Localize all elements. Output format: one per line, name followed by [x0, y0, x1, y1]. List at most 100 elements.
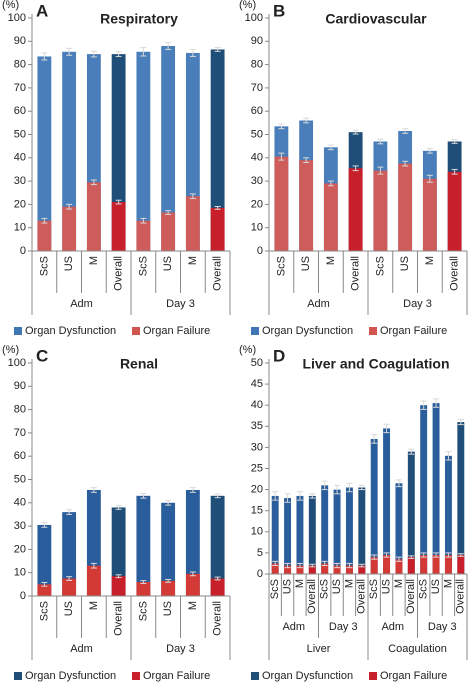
- error-bar: [41, 52, 48, 61]
- legend-swatch: [14, 672, 22, 680]
- x-tick-label: US: [281, 579, 293, 594]
- bar: [348, 168, 363, 251]
- error-bar: [309, 563, 316, 568]
- error-bar: [451, 139, 458, 144]
- error-bar: [377, 138, 384, 145]
- error-bar: [395, 479, 402, 488]
- error-bar: [90, 562, 97, 569]
- y-tick-label: 15: [251, 505, 263, 517]
- legend-swatch: [132, 327, 140, 335]
- error-bar: [115, 574, 122, 579]
- error-bar: [402, 128, 409, 134]
- error-bar: [402, 160, 409, 167]
- bar: [136, 495, 151, 596]
- error-bar: [90, 50, 97, 58]
- bar: [432, 555, 440, 574]
- x-tick-label: ScS: [275, 256, 287, 276]
- bar: [284, 498, 292, 574]
- error-bar: [433, 398, 440, 408]
- legend-swatch: [251, 672, 259, 680]
- bar: [161, 45, 176, 252]
- y-tick-label: 50: [14, 128, 26, 140]
- x-tick-label: Overall: [455, 579, 467, 614]
- x-tick-label: Overall: [306, 579, 318, 614]
- y-tick-label: 40: [14, 152, 26, 164]
- y-tick-label: 80: [251, 59, 263, 71]
- x-tick-label: ScS: [269, 579, 281, 599]
- error-bar: [278, 123, 285, 130]
- bar: [274, 156, 289, 251]
- group-label: Coagulation: [388, 643, 447, 655]
- x-tick-label: Overall: [405, 579, 417, 614]
- group-label: Adm: [70, 298, 93, 310]
- x-tick-label: M: [424, 256, 436, 265]
- y-tick-label: 20: [14, 198, 26, 210]
- bar: [370, 438, 378, 574]
- y-tick-label: 60: [14, 105, 26, 117]
- group-label: Adm: [307, 298, 330, 310]
- x-tick-label: ScS: [38, 601, 50, 621]
- error-bar: [426, 147, 433, 154]
- y-tick-label: 30: [251, 175, 263, 187]
- bar: [333, 489, 341, 574]
- bar: [296, 565, 304, 574]
- y-tick-label: 10: [251, 526, 263, 538]
- y-tick-label: 0: [257, 245, 263, 257]
- bar: [161, 580, 176, 596]
- y-tick-label: 20: [14, 543, 26, 555]
- bar: [345, 565, 353, 574]
- bar: [271, 495, 279, 574]
- bar: [86, 565, 101, 596]
- x-tick-label: M: [88, 601, 100, 610]
- error-bar: [41, 217, 48, 224]
- x-tick-label: US: [380, 579, 392, 594]
- error-bar: [165, 578, 172, 583]
- error-bar: [358, 484, 365, 491]
- y-tick-label: 100: [8, 357, 26, 369]
- error-bar: [327, 144, 334, 151]
- bar: [210, 578, 225, 596]
- group-label: Day 3: [329, 621, 358, 633]
- chart-title: Respiratory: [100, 11, 178, 27]
- y-tick-label: 90: [14, 380, 26, 392]
- x-tick-label: ScS: [368, 579, 380, 599]
- bar: [333, 565, 341, 574]
- bar: [422, 178, 437, 251]
- x-tick-label: Overall: [356, 579, 368, 614]
- x-tick-label: US: [162, 256, 174, 271]
- error-bar: [303, 157, 310, 163]
- error-bar: [420, 400, 427, 410]
- y-axis-label: (%): [239, 0, 256, 11]
- y-tick-label: 0: [257, 568, 263, 580]
- error-bar: [66, 576, 73, 581]
- error-bar: [334, 562, 341, 569]
- y-tick-label: 80: [14, 59, 26, 71]
- bar: [62, 578, 77, 596]
- bar: [210, 49, 225, 251]
- y-tick-label: 80: [14, 404, 26, 416]
- bar: [383, 428, 391, 574]
- error-bar: [296, 491, 303, 501]
- bar: [136, 51, 151, 251]
- bar: [111, 202, 126, 251]
- bar: [210, 207, 225, 251]
- error-bar: [272, 560, 279, 567]
- y-tick-label: 35: [251, 420, 263, 432]
- x-tick-label: M: [343, 579, 355, 588]
- error-bar: [214, 493, 221, 499]
- error-bar: [433, 552, 440, 558]
- error-bar: [284, 562, 291, 569]
- legend-label: Organ Failure: [380, 325, 447, 337]
- error-bar: [140, 217, 147, 224]
- legend-swatch: [369, 327, 377, 335]
- y-tick-label: 60: [251, 105, 263, 117]
- bar: [86, 182, 101, 251]
- bar: [296, 495, 304, 574]
- x-tick-label: US: [63, 256, 75, 271]
- panel-letter: A: [36, 1, 48, 20]
- y-tick-label: 10: [14, 567, 26, 579]
- y-tick-label: 70: [14, 427, 26, 439]
- legend-label: Organ Dysfunction: [262, 670, 353, 682]
- x-tick-label: M: [187, 601, 199, 610]
- bar: [136, 582, 151, 596]
